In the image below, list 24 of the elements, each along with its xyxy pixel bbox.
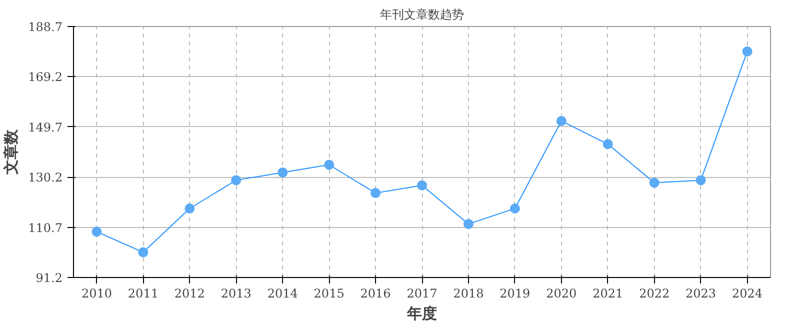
x-tick-label: 2020 xyxy=(546,286,577,300)
x-tick-label: 2022 xyxy=(639,286,670,300)
y-axis-title: 文章数 xyxy=(2,128,20,176)
x-tick-label: 2010 xyxy=(81,286,112,300)
x-tick-label: 2015 xyxy=(314,286,344,300)
x-tick-label: 2021 xyxy=(592,286,624,300)
x-tick-label: 2023 xyxy=(686,286,716,300)
x-tick-label: 2017 xyxy=(406,286,438,300)
y-tick-label: 169.2 xyxy=(28,70,63,84)
x-tick-label: 2019 xyxy=(500,286,530,300)
y-tick-label: 149.7 xyxy=(28,120,63,134)
x-axis-title: 年度 xyxy=(406,304,437,322)
y-tick-label: 91.2 xyxy=(36,271,62,285)
y-tick-label: 188.7 xyxy=(28,20,63,34)
x-tick-label: 2018 xyxy=(453,286,484,300)
y-tick-label: 130.2 xyxy=(28,170,63,185)
x-tick-label: 2011 xyxy=(128,286,158,300)
chart-title: 年刊文章数趋势 xyxy=(380,8,464,22)
x-tick-label: 2014 xyxy=(267,286,298,300)
x-tick-label: 2024 xyxy=(732,286,763,300)
x-tick-label: 2013 xyxy=(220,286,252,300)
x-tick-label: 2016 xyxy=(360,286,391,300)
y-tick-label: 110.7 xyxy=(28,220,63,235)
x-tick-label: 2012 xyxy=(174,286,205,300)
